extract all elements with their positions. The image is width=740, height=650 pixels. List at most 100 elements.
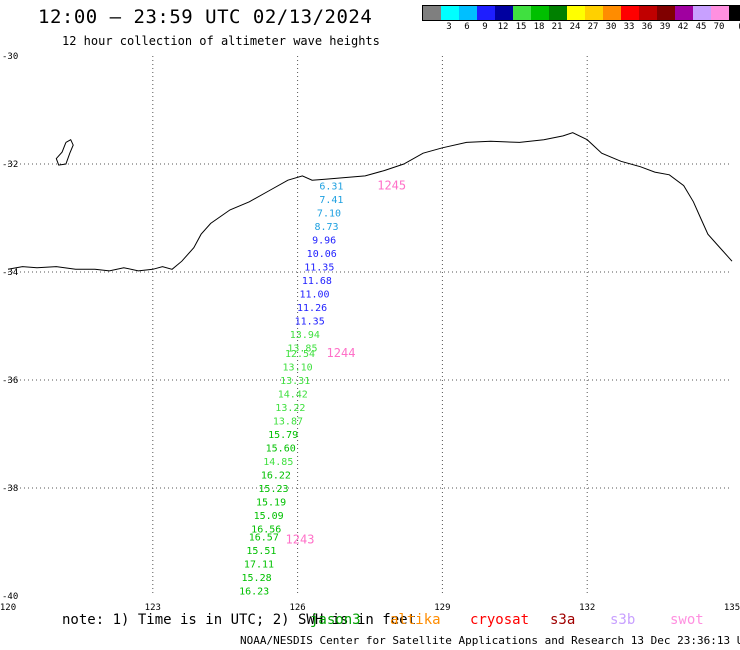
colorbar-tick-label: 21	[551, 22, 563, 32]
colorbar-tick-label: 24	[569, 22, 581, 32]
latitude-tick-label: -30	[2, 52, 18, 62]
swh-value-label: 15.51	[246, 546, 276, 557]
orbit-number-label: 1243	[286, 532, 315, 546]
colorbar-tick-label: 18	[533, 22, 545, 32]
latitude-tick-label: -38	[2, 484, 18, 494]
colorbar-swatch	[603, 6, 621, 20]
page-subtitle: 12 hour collection of altimeter wave hei…	[62, 34, 380, 48]
colorbar-swatch	[441, 6, 459, 20]
legend-item-swot: swot	[670, 612, 704, 628]
swh-value-label: 14.85	[263, 457, 293, 468]
page-title: 12:00 – 23:59 UTC 02/13/2024	[38, 6, 373, 28]
note-text: note: 1) Time is in UTC; 2) SWH is in fe…	[62, 612, 417, 628]
swh-value-label: 13.31	[280, 376, 310, 387]
legend-item-s3a: s3a	[550, 612, 576, 628]
swh-value-label: 16.23	[239, 587, 269, 598]
swh-value-label: 14.42	[278, 390, 308, 401]
colorbar-tick-label: 3	[446, 22, 452, 32]
swh-value-label: 7.41	[319, 195, 343, 206]
swh-value-label: 15.19	[256, 498, 286, 509]
longitude-tick-label: 132	[579, 603, 595, 613]
swh-value-label: 11.26	[297, 303, 327, 314]
swh-value-label: 16.57	[249, 533, 279, 544]
swh-value-label: 13.10	[283, 363, 313, 374]
colorbar-swatch	[729, 6, 740, 20]
graticule	[8, 56, 732, 596]
swh-value-label: 16.22	[261, 471, 291, 482]
colorbar-tick-label: 42	[677, 22, 689, 32]
swh-value-label: 13.94	[290, 330, 320, 341]
legend-item-cryosat: cryosat	[470, 612, 530, 628]
colorbar-swatch	[495, 6, 513, 20]
colorbar-swatch	[693, 6, 711, 20]
longitude-tick-label: 129	[434, 603, 450, 613]
island-outline	[55, 138, 74, 166]
colorbar-tick-label: 12	[497, 22, 509, 32]
colorbar-swatch	[639, 6, 657, 20]
coastline	[7, 132, 733, 272]
swh-value-label: 10.06	[307, 249, 337, 260]
colorbar-tick-label: 6	[464, 22, 470, 32]
orbit-labels: 1245 1244 1243	[286, 179, 407, 547]
latitude-tick-label: -36	[2, 376, 18, 386]
swh-value-label: 11.68	[302, 276, 332, 287]
colorbar-tick-label: 33	[623, 22, 635, 32]
swh-values: 6.31 7.41 7.10 8.73 9.96 10.06 11.35 11.68 11.00…	[239, 182, 343, 598]
colorbar-tick-label: 45	[695, 22, 707, 32]
colorbar-tick-label: 39	[659, 22, 671, 32]
swh-value-label: 13.22	[275, 403, 305, 414]
swh-value-label: 11.35	[295, 317, 325, 328]
colorbar-swatch	[423, 6, 441, 20]
longitude-tick-label: 120	[0, 603, 16, 613]
colorbar	[422, 5, 740, 21]
swh-value-label: 15.79	[268, 430, 298, 441]
colorbar-tick-label: 27	[587, 22, 599, 32]
longitude-tick-label: 135	[724, 603, 740, 613]
colorbar-swatch	[657, 6, 675, 20]
colorbar-swatch	[513, 6, 531, 20]
coastline-path	[7, 132, 733, 272]
colorbar-tick-label: 15	[515, 22, 527, 32]
swh-value-label: 11.35	[304, 263, 334, 274]
swh-value-label: 13.87	[273, 417, 303, 428]
swh-value-label: 9.96	[312, 236, 336, 247]
colorbar-swatch	[549, 6, 567, 20]
latitude-tick-label: -40	[2, 592, 18, 602]
colorbar-tick-label: 70	[713, 22, 725, 32]
longitude-tick-label: 123	[145, 603, 161, 613]
longitude-tick-label: 126	[289, 603, 305, 613]
swh-value-label: 15.09	[254, 511, 284, 522]
colorbar-unit: (ft)	[737, 22, 740, 32]
swh-value-label: 8.73	[315, 222, 339, 233]
axis-labels: 120 123 126 129 132 135 -30 -32 -34 -36 -38 -40	[0, 52, 740, 613]
colorbar-swatch	[675, 6, 693, 20]
colorbar-swatch	[531, 6, 549, 20]
footer-credit: NOAA/NESDIS Center for Satellite Applica…	[240, 634, 740, 647]
swh-value-label: 15.23	[258, 484, 288, 495]
colorbar-swatch	[711, 6, 729, 20]
legend-item-jason3: jason3	[310, 612, 361, 628]
legend-item-s3b: s3b	[610, 612, 636, 628]
colorbar-swatch	[621, 6, 639, 20]
colorbar-tick-label: 9	[482, 22, 488, 32]
swh-value-label: 7.10	[317, 209, 341, 220]
colorbar-swatch	[567, 6, 585, 20]
latitude-tick-label: -32	[2, 160, 18, 170]
swh-value-label: 6.31	[319, 182, 343, 193]
colorbar-tick-label: 30	[605, 22, 617, 32]
colorbar-tick-label: 36	[641, 22, 653, 32]
colorbar-swatch	[585, 6, 603, 20]
swh-value-label: 15.28	[242, 573, 272, 584]
swh-value-label: 16.56	[251, 525, 281, 536]
swh-value-label: 15.60	[266, 444, 296, 455]
orbit-number-label: 1244	[327, 346, 356, 360]
swh-value-label: 12.54	[285, 349, 315, 360]
legend-item-altika: altika	[390, 612, 441, 628]
swh-value-label: 13.85	[287, 344, 317, 355]
swh-value-label: 11.00	[299, 290, 329, 301]
swh-value-label: 17.11	[244, 560, 274, 571]
colorbar-swatch	[477, 6, 495, 20]
